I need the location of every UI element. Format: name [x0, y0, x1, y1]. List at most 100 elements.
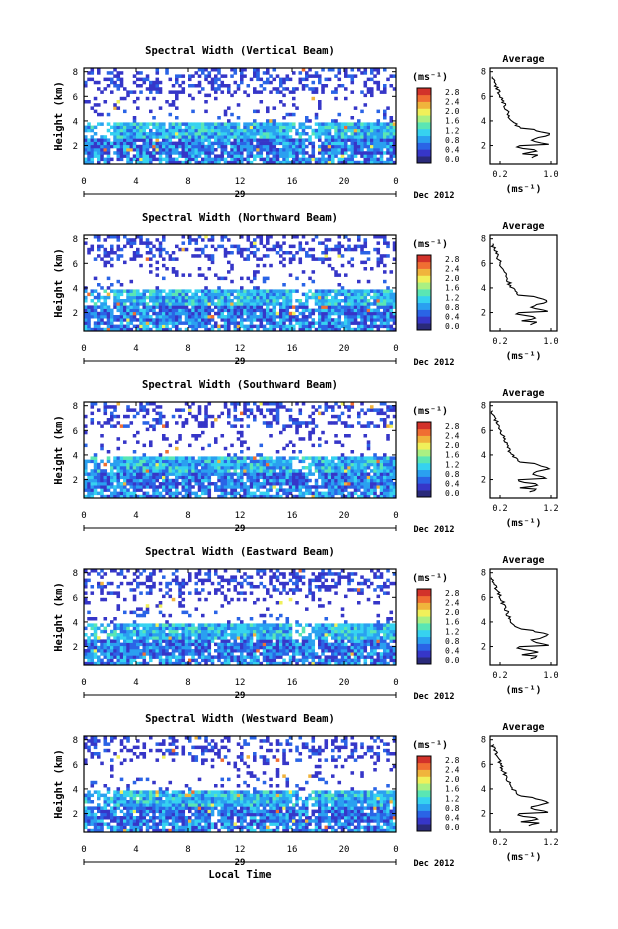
heatmap-cell [370, 318, 374, 322]
heatmap-cell [220, 289, 225, 293]
heatmap-cell [175, 148, 179, 152]
heatmap-cell [129, 459, 134, 464]
heatmap-cell [366, 77, 371, 82]
heatmap-cell [175, 80, 179, 85]
heatmap-cell [337, 482, 342, 486]
heatmap-cell [288, 138, 293, 142]
heatmap-cell [171, 305, 176, 309]
colorbar-frame [416, 254, 432, 331]
heatmap-cell [279, 254, 283, 258]
heatmap-cell [262, 138, 267, 142]
heatmap-cell [178, 414, 182, 419]
heatmap-cell [246, 327, 251, 332]
heatmap-cell [288, 318, 293, 322]
heatmap-cell [249, 122, 254, 126]
heatmap-cell [158, 623, 163, 627]
heatmap-cell [84, 466, 88, 470]
heatmap-cell [136, 160, 140, 165]
heatmap-cell [249, 327, 254, 332]
heatmap-cell [246, 125, 251, 130]
heatmap-cell [194, 418, 199, 422]
heatmap-cell [376, 302, 381, 306]
heatmap-cell [292, 122, 296, 126]
heatmap-cell [152, 491, 156, 496]
heatmap-cell [152, 629, 156, 634]
heatmap-cell [240, 434, 244, 438]
heatmap-cell [262, 475, 267, 480]
heatmap-cell [360, 292, 364, 297]
heatmap-cell [298, 482, 303, 486]
heatmap-cell [90, 138, 95, 142]
heatmap-cell [197, 308, 202, 313]
heatmap-cell [327, 482, 332, 486]
heatmap-cell [162, 324, 166, 329]
heatmap-cell [262, 122, 267, 126]
heatmap-cell [243, 411, 247, 416]
heatmap-cell [214, 87, 218, 91]
heatmap-cell [100, 244, 104, 249]
heatmap-cell [366, 90, 371, 94]
heatmap-cell [360, 141, 364, 146]
heatmap-cell [279, 321, 283, 325]
heatmap-cell [288, 485, 293, 489]
heatmap-cell [311, 491, 316, 496]
heatmap-cell [246, 122, 251, 126]
heatmap-cell [184, 157, 189, 162]
heatmap-cell [386, 491, 390, 496]
heatmap-cell [272, 408, 277, 412]
heatmap-cell [181, 151, 186, 155]
heatmap-cell [191, 459, 195, 464]
heatmap-cell [272, 402, 277, 406]
heatmap-cell [347, 292, 351, 297]
heatmap-cell [223, 327, 228, 332]
heatmap-cell [288, 302, 293, 306]
heatmap-cell [357, 311, 361, 316]
heatmap-cell [158, 125, 163, 130]
heatmap-cell [370, 148, 374, 152]
heatmap-cell [279, 478, 283, 483]
heatmap-cell [233, 90, 238, 94]
x-tick-label: 0 [393, 177, 398, 187]
heatmap-cell [175, 308, 179, 313]
heatmap-cell [175, 482, 179, 486]
heatmap-cell [295, 472, 299, 476]
panel-0: Spectral Width (Vertical Beam)2468Height… [53, 45, 559, 201]
heatmap-cell [292, 327, 296, 332]
heatmap-cell [181, 132, 186, 136]
heatmap-cell [288, 122, 293, 126]
heatmap-cell [132, 295, 137, 300]
heatmap-cell [285, 160, 290, 165]
heatmap-cell [282, 308, 286, 313]
heatmap-cell [162, 263, 166, 268]
heatmap-cell [210, 424, 215, 428]
average-x-label: (ms⁻¹) [505, 184, 541, 195]
heatmap-cell [363, 302, 368, 306]
average-title: Average [502, 54, 544, 65]
heatmap-cell [149, 321, 153, 325]
heatmap-cell [119, 472, 124, 476]
heatmap-cell [113, 318, 117, 322]
heatmap-cell [327, 478, 332, 483]
heatmap-cell [162, 649, 166, 653]
heatmap-cell [337, 135, 342, 139]
heatmap-cell [110, 235, 114, 239]
heatmap-cell [246, 276, 251, 281]
heatmap-cell [259, 408, 264, 412]
heatmap-cell [292, 488, 296, 492]
heatmap-cell [113, 144, 117, 149]
heatmap-cell [376, 128, 381, 133]
heatmap-cell [243, 157, 247, 162]
heatmap-cell [269, 318, 273, 322]
heatmap-cell [282, 405, 286, 409]
heatmap-cell [327, 154, 332, 158]
heatmap-cell [301, 311, 306, 316]
heatmap-cell [259, 321, 264, 325]
heatmap-cell [353, 308, 358, 313]
heatmap-cell [116, 279, 121, 284]
heatmap-cell [386, 405, 390, 409]
heatmap-cell [220, 456, 225, 460]
heatmap-cell [178, 408, 182, 412]
heatmap-cell [236, 311, 241, 316]
heatmap-cell [282, 132, 286, 136]
heatmap-cell [149, 469, 153, 473]
